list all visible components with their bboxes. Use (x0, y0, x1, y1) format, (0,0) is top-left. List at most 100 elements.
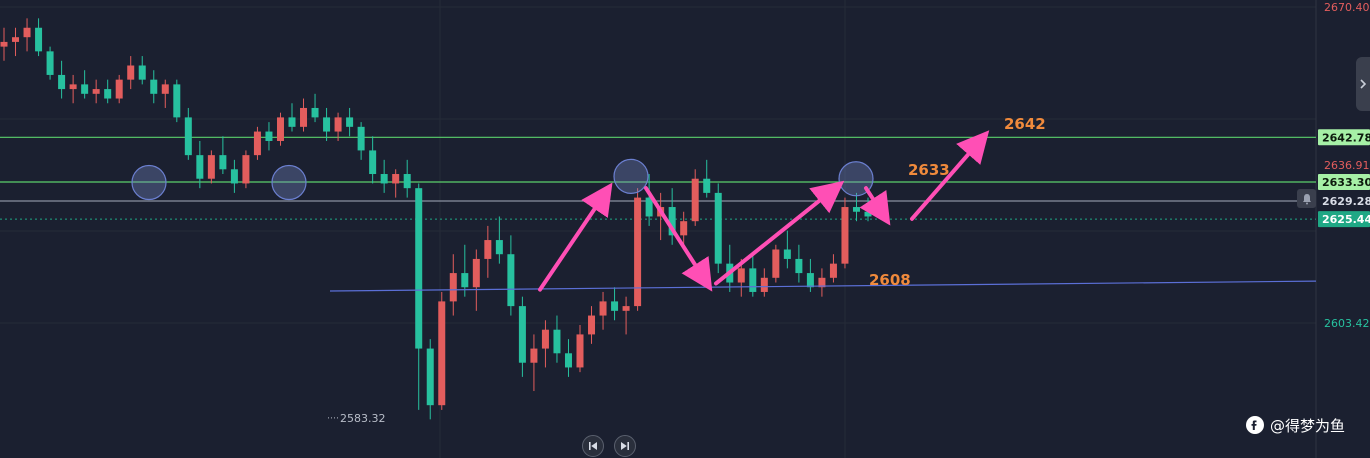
candle-body (242, 155, 250, 184)
price-tags: 2642.78 2633.30 2629.28 2625.44 (1318, 129, 1370, 228)
trendline-layer[interactable] (329, 280, 1317, 292)
swing-circle-marker (131, 164, 167, 201)
candle-body (276, 117, 284, 141)
price-tag-label: 2629.28 (1322, 195, 1370, 208)
pink-arrow (714, 180, 845, 286)
candle-body (323, 117, 331, 132)
pink-arrow (538, 182, 613, 292)
candle-body (403, 174, 411, 189)
price-tag-label: 2633.30 (1322, 176, 1370, 189)
candle-body (507, 254, 515, 307)
candle-body (841, 207, 849, 264)
scroll-forward-button[interactable] (614, 435, 636, 457)
candle-body (346, 117, 354, 127)
candle-body (161, 84, 169, 94)
candle-body (749, 268, 757, 292)
candle-body (138, 65, 146, 80)
candle-body (415, 188, 423, 349)
pink-arrow (910, 130, 990, 221)
annotation-label: 2608 (869, 271, 911, 289)
candle-body (760, 277, 768, 292)
candle-body (311, 107, 319, 118)
candle-body (852, 207, 860, 212)
candle-body (495, 240, 503, 255)
platform-logo-icon (1246, 416, 1264, 434)
candle-body (714, 192, 722, 264)
candle-body (334, 117, 342, 132)
candle-body (69, 84, 77, 90)
candle-body (23, 27, 31, 38)
candle-body (599, 301, 607, 316)
swing-circle-marker (271, 164, 307, 201)
candle-body (795, 258, 803, 274)
price-tag-label: 2625.44 (1322, 213, 1370, 226)
candle-body (829, 263, 837, 278)
price-axis[interactable]: 2670.40 2636.91 2603.42 (1324, 1, 1370, 330)
alert-button[interactable] (1297, 189, 1316, 208)
candle-body (484, 240, 492, 259)
bell-icon (1302, 193, 1311, 204)
candle-body (357, 126, 365, 151)
panel-toggle-button[interactable] (1356, 57, 1370, 111)
price-tag (1318, 211, 1370, 228)
candle-body (634, 197, 642, 307)
price-annotations: 2642 2633 2608 (869, 115, 1046, 289)
low-price-marker: 2583.32 (328, 412, 386, 425)
candle-body (0, 41, 8, 47)
arrow-annotations (538, 130, 990, 292)
candle-body (184, 117, 192, 156)
candle-body (81, 84, 89, 94)
skip-forward-icon (621, 442, 629, 450)
candle-body (115, 79, 123, 99)
pink-arrow (644, 186, 713, 292)
support-trendline[interactable] (329, 280, 1317, 292)
low-marker-label: 2583.32 (340, 412, 386, 425)
grid-lines (0, 0, 1317, 458)
candle-body (680, 221, 688, 236)
skip-back-icon (589, 442, 597, 450)
candle-body (12, 37, 20, 42)
candle-body (207, 155, 215, 179)
candle-body (541, 329, 549, 349)
candle-body (288, 117, 296, 127)
candle-body (392, 174, 400, 184)
axis-tick-label: 2603.42 (1324, 317, 1370, 330)
candle-body (668, 207, 676, 236)
candle-body (46, 51, 54, 75)
watermark: @得梦为鱼 (1246, 414, 1345, 436)
candle-body (564, 353, 572, 368)
candlestick-series (0, 18, 872, 420)
swing-circle-marker (613, 158, 649, 194)
watermark-text: @得梦为鱼 (1270, 416, 1346, 435)
candle-body (35, 27, 43, 52)
price-tag (1318, 129, 1370, 146)
candle-body (300, 107, 308, 127)
candle-body (818, 277, 826, 288)
axis-tick-label: 2636.91 (1324, 159, 1370, 172)
candle-body (150, 79, 158, 94)
candle-body (691, 178, 699, 222)
candle-body (553, 329, 561, 354)
candle-body (588, 315, 596, 335)
scroll-back-button[interactable] (582, 435, 604, 457)
candle-body (518, 306, 526, 363)
candle-body (104, 89, 112, 99)
candle-body (472, 258, 480, 288)
candle-body (772, 249, 780, 278)
candle-body (265, 131, 273, 141)
candle-body (253, 131, 261, 156)
candle-body (622, 306, 630, 311)
candle-body (173, 84, 181, 118)
candle-body (530, 348, 538, 363)
candle-body (92, 89, 100, 94)
candle-body (438, 301, 446, 406)
price-tag-label: 2642.78 (1322, 131, 1370, 144)
candle-body (576, 334, 584, 368)
annotation-label: 2642 (1004, 115, 1046, 133)
price-tag (1318, 174, 1370, 191)
candle-body (737, 268, 745, 283)
pink-arrow (859, 186, 891, 226)
candle-body (806, 273, 814, 288)
